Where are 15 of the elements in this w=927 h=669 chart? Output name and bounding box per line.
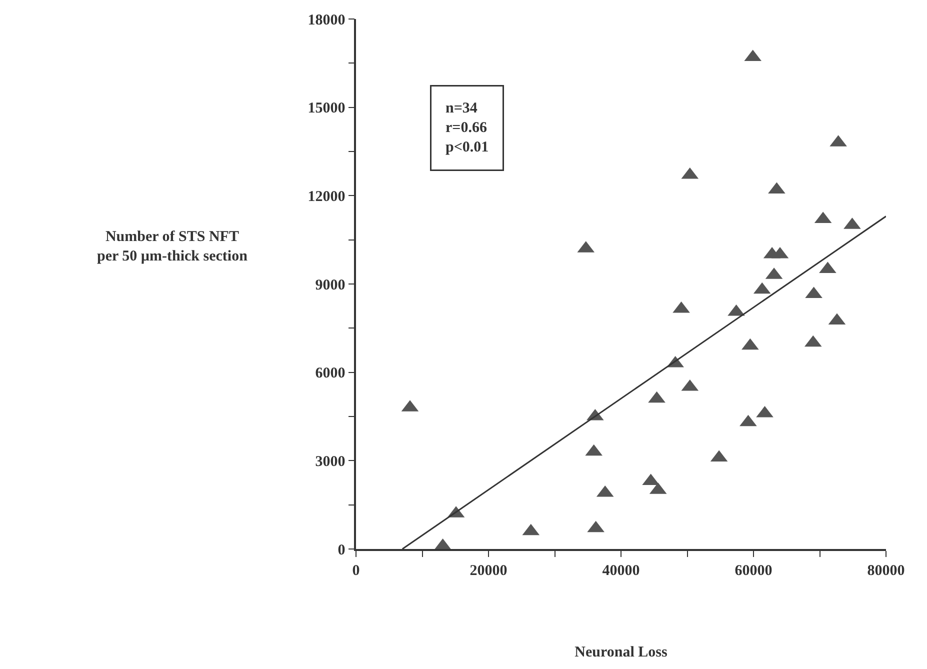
y-tick-label: 18000 bbox=[308, 12, 346, 28]
x-tick-label: 20000 bbox=[470, 562, 508, 579]
y-tick-label: 9000 bbox=[315, 277, 346, 294]
y-tick-label: 15000 bbox=[308, 100, 346, 117]
x-tick-label: 0 bbox=[352, 562, 360, 579]
y-tick-label: 3000 bbox=[315, 454, 346, 470]
x-tick-label: 80000 bbox=[867, 562, 905, 579]
x-axis-title: Neuronal Loss bbox=[574, 644, 668, 660]
x-tick-label: 40000 bbox=[602, 562, 640, 579]
y-axis-title: Number of STS NFT per 50 µm-thick section bbox=[97, 229, 248, 264]
y-tick-label: 0 bbox=[338, 542, 346, 558]
x-tick-label: 60000 bbox=[734, 562, 772, 579]
annotation: n=34 r=0.66 p<0.01 bbox=[446, 100, 489, 156]
y-tick-label: 12000 bbox=[308, 188, 346, 205]
y-tick-label: 6000 bbox=[315, 366, 346, 382]
